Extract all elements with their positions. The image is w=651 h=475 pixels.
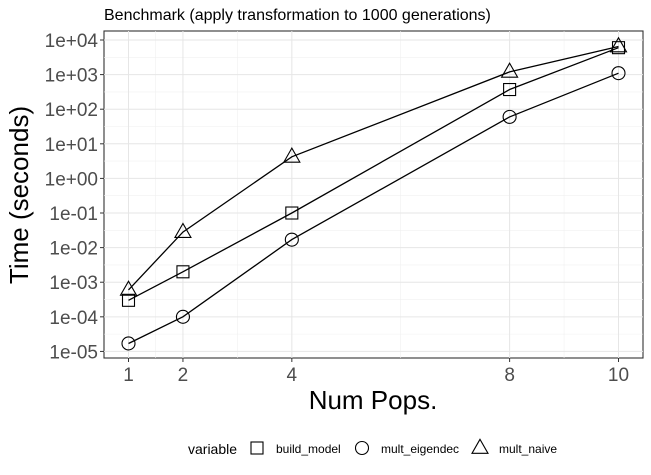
build_model-point bbox=[503, 82, 517, 97]
x-axis-title: Num Pops. bbox=[309, 385, 438, 415]
legend-label-mult_naive: mult_naive bbox=[499, 442, 557, 456]
y-tick-label: 1e-03 bbox=[49, 273, 98, 294]
series-mult_eigendec bbox=[121, 66, 626, 351]
mult_eigendec-line bbox=[128, 72, 619, 345]
legend-key-mult_naive bbox=[471, 438, 489, 454]
legend-key-mult_eigendec bbox=[354, 440, 370, 456]
x-axis-ticks: 1 2 4 8 10 bbox=[123, 358, 629, 386]
series-mult_naive bbox=[119, 36, 628, 296]
legend-key-build_model bbox=[250, 441, 264, 455]
plot-panel bbox=[103, 30, 644, 359]
legend-title: variable bbox=[188, 441, 237, 457]
y-axis-title: Time (seconds) bbox=[4, 106, 34, 284]
y-tick-label: 1e-04 bbox=[49, 308, 98, 329]
y-tick-label: 1e+04 bbox=[45, 31, 99, 52]
build_model-line bbox=[128, 47, 619, 301]
mult_naive-point bbox=[119, 280, 138, 296]
y-tick-label: 1e+03 bbox=[45, 66, 98, 87]
mult_naive-line bbox=[128, 45, 619, 291]
y-tick-label: 1e-02 bbox=[49, 239, 98, 260]
legend: variable build_model mult_eigendec mult_na… bbox=[188, 438, 557, 457]
mult_naive-point bbox=[282, 147, 301, 163]
chart-title: Benchmark (apply transformation to 1000 … bbox=[104, 7, 491, 24]
build_model-point bbox=[121, 293, 136, 307]
y-tick-label: 1e+02 bbox=[45, 100, 98, 121]
series-build_model bbox=[121, 41, 626, 307]
build_model-point bbox=[285, 206, 299, 220]
y-tick-label: 1e+00 bbox=[45, 169, 98, 190]
y-axis-ticks: 1e-05 1e-04 1e-03 1e-02 1e-01 1e+00 1e+01 1e+02… bbox=[45, 31, 104, 363]
grid-lines bbox=[104, 31, 643, 358]
mult_naive-point bbox=[173, 222, 192, 239]
mult_naive-point bbox=[500, 62, 519, 78]
y-tick-label: 1e+01 bbox=[45, 135, 98, 156]
x-tick-label: 4 bbox=[287, 365, 298, 386]
build_model-point bbox=[176, 265, 190, 279]
mult_eigendec-point bbox=[175, 309, 190, 324]
mult_naive-point bbox=[609, 36, 628, 53]
legend-label-mult_eigendec: mult_eigendec bbox=[381, 442, 459, 456]
mult_eigendec-point bbox=[121, 336, 136, 351]
y-tick-label: 1e-01 bbox=[49, 204, 98, 225]
mult_eigendec-point bbox=[611, 66, 626, 81]
series-layer bbox=[119, 36, 628, 351]
x-tick-label: 8 bbox=[504, 365, 515, 386]
x-tick-label: 1 bbox=[123, 365, 134, 386]
y-tick-label: 1e-05 bbox=[49, 342, 98, 363]
mult_eigendec-point bbox=[502, 109, 517, 124]
x-tick-label: 10 bbox=[608, 365, 629, 386]
x-tick-label: 2 bbox=[178, 365, 189, 386]
legend-label-build_model: build_model bbox=[276, 442, 341, 456]
mult_eigendec-point bbox=[284, 232, 299, 247]
